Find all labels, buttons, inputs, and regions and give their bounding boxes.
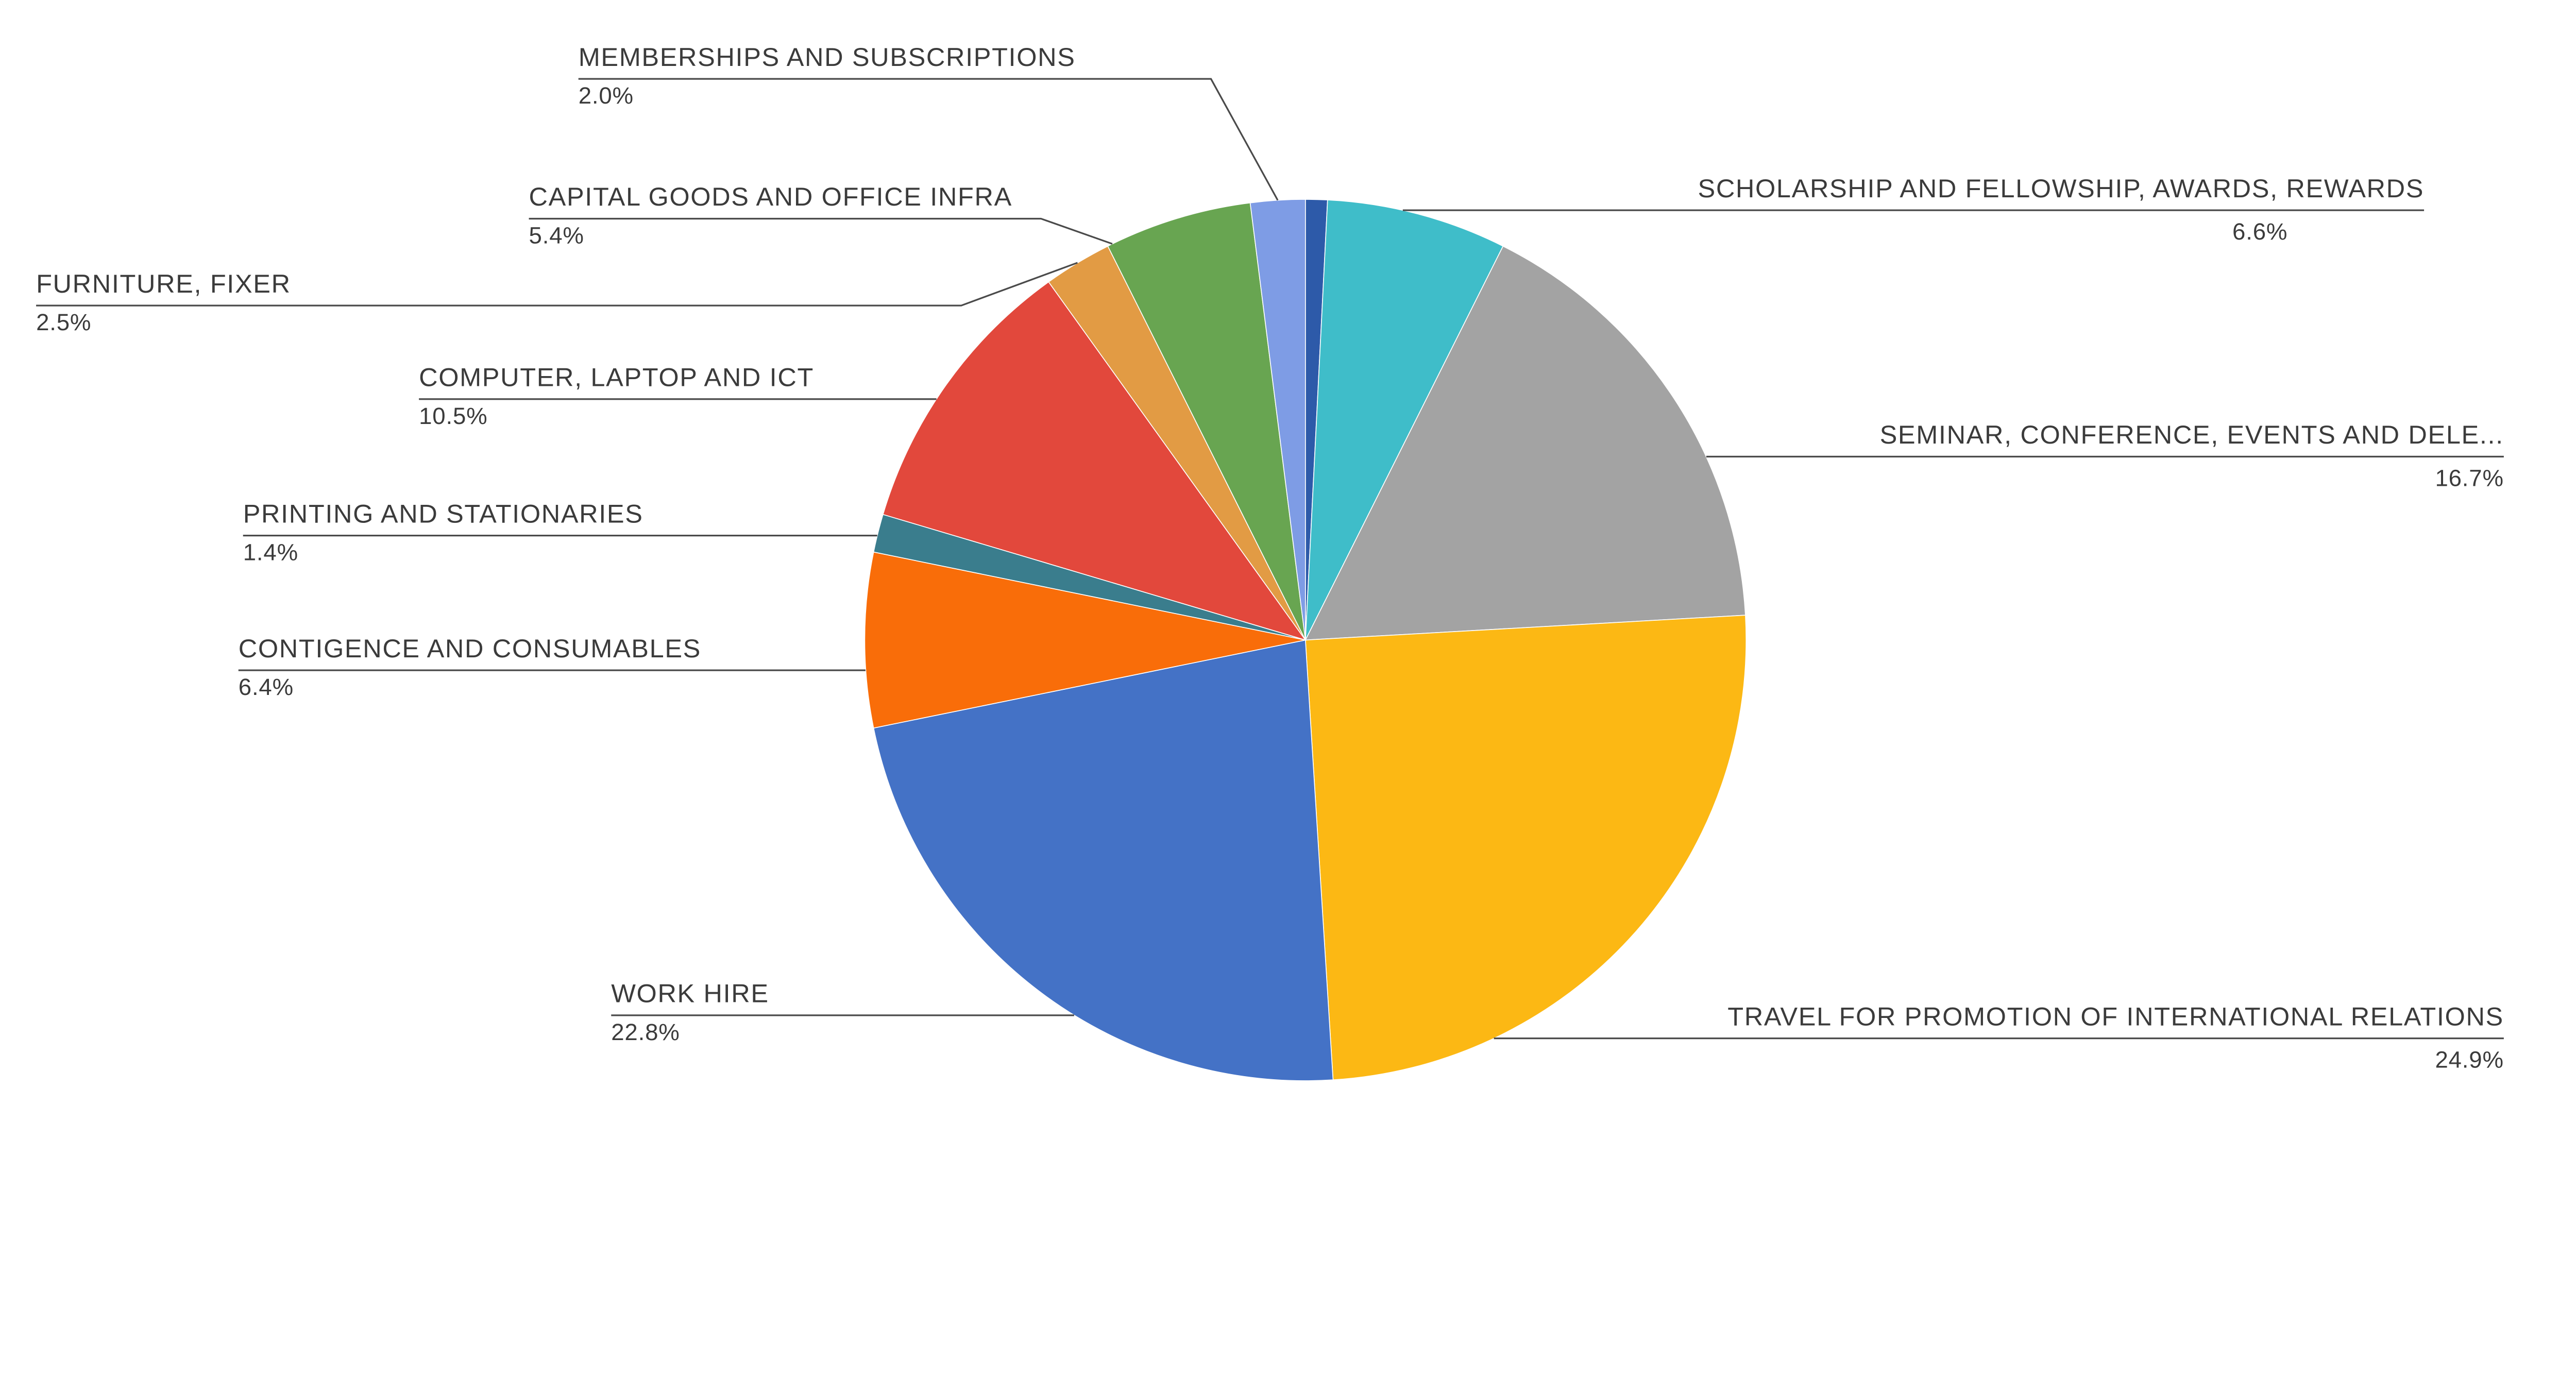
expense-pie-chart-container: SCHOLARSHIP AND FELLOWSHIP, AWARDS, REWA…: [36, 42, 2504, 1081]
slice-label: WORK HIRE: [611, 979, 769, 1008]
slice-percent: 5.4%: [529, 223, 584, 249]
slice-percent: 24.9%: [2435, 1047, 2503, 1073]
slice-label: MEMBERSHIPS AND SUBSCRIPTIONS: [579, 42, 1076, 72]
slice-labels: SCHOLARSHIP AND FELLOWSHIP, AWARDS, REWA…: [36, 42, 2504, 1073]
pie-chart: SCHOLARSHIP AND FELLOWSHIP, AWARDS, REWA…: [36, 42, 2504, 1081]
slice-percent: 6.6%: [2232, 218, 2287, 245]
slice-percent: 6.4%: [239, 674, 294, 700]
leader-lines: [36, 78, 2504, 1040]
slice-percent: 1.4%: [243, 539, 298, 566]
pie-slice-3[interactable]: [1304, 615, 1747, 1081]
pie-slices: [864, 199, 1747, 1081]
slice-label: SEMINAR, CONFERENCE, EVENTS AND DELE...: [1880, 420, 2504, 449]
slice-label: CAPITAL GOODS AND OFFICE INFRA: [529, 182, 1012, 211]
slice-label: CONTIGENCE AND CONSUMABLES: [239, 634, 701, 663]
pie-slice-4[interactable]: [873, 639, 1334, 1081]
pie-slice-5[interactable]: [864, 551, 1306, 729]
pie-slice-10[interactable]: [1249, 199, 1306, 640]
slice-label: PRINTING AND STATIONARIES: [243, 499, 643, 528]
pie-slice-2[interactable]: [1304, 245, 1746, 641]
leader-line: [529, 217, 1113, 245]
leader-line: [36, 262, 1078, 307]
pie-slice-1[interactable]: [1304, 199, 1504, 640]
slice-label: SCHOLARSHIP AND FELLOWSHIP, AWARDS, REWA…: [1698, 174, 2425, 203]
slice-percent: 16.7%: [2435, 465, 2503, 491]
leader-line: [578, 78, 1279, 201]
slice-label: TRAVEL FOR PROMOTION OF INTERNATIONAL RE…: [1727, 1001, 2504, 1031]
slice-percent: 2.5%: [36, 309, 91, 335]
slice-percent: 10.5%: [419, 403, 487, 429]
slice-percent: 22.8%: [611, 1019, 680, 1045]
pie-slice-7[interactable]: [882, 281, 1307, 641]
slice-percent: 2.0%: [579, 82, 634, 109]
pie-slice-9[interactable]: [1107, 202, 1306, 640]
slice-label: COMPUTER, LAPTOP AND ICT: [419, 363, 814, 392]
slice-label: FURNITURE, FIXER: [36, 269, 291, 298]
